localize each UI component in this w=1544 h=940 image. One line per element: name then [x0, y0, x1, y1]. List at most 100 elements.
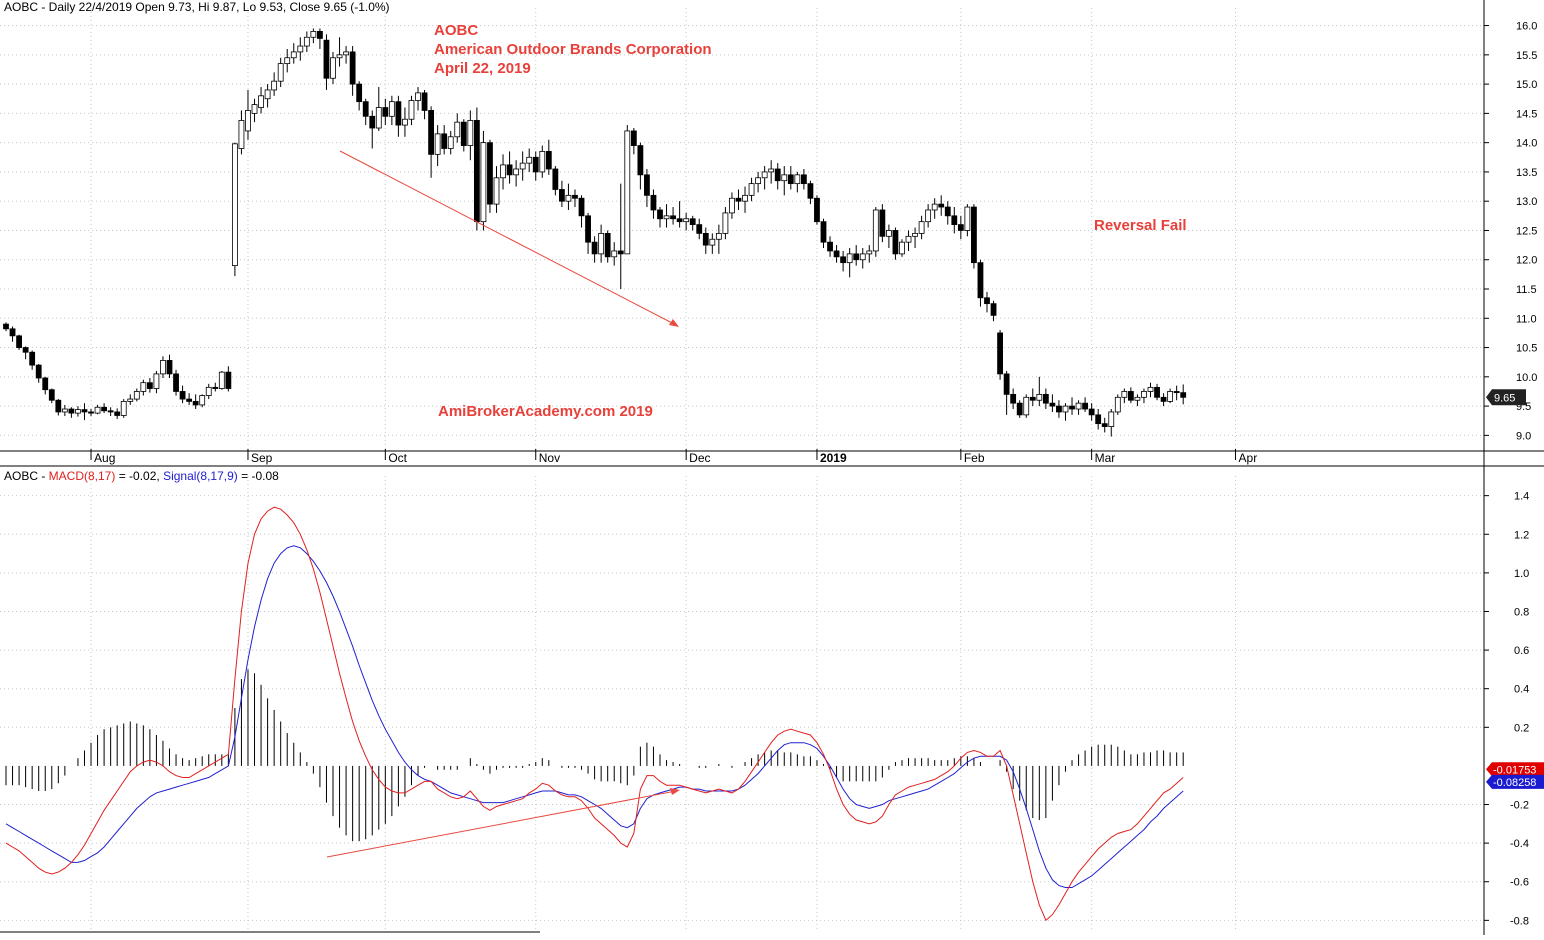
price-ytick-label: 15.0	[1516, 79, 1537, 91]
candle-body	[500, 164, 506, 179]
candle-body	[42, 377, 49, 391]
candle-body	[1141, 391, 1147, 398]
candle-body	[330, 57, 336, 79]
candle-body	[506, 164, 513, 176]
price-ytick-label: 9.0	[1516, 430, 1531, 442]
macd-ytick-label: -0.8	[1510, 915, 1529, 927]
macd-series-line	[5, 506, 1184, 922]
candle-body	[886, 230, 892, 237]
candle-body	[846, 253, 853, 264]
macd-ytick-label: 0.8	[1514, 606, 1529, 618]
candle-body	[369, 115, 376, 129]
candle-body	[1095, 414, 1102, 425]
candle-body	[101, 406, 107, 412]
macd-ytick-label: 1.2	[1514, 529, 1529, 541]
candle-body	[591, 241, 598, 255]
candle-body	[532, 156, 539, 173]
candle-body	[715, 232, 722, 240]
candle-body	[676, 218, 683, 223]
candle-body	[1114, 396, 1121, 413]
candle-body	[356, 83, 363, 103]
candle-body	[872, 209, 879, 252]
candle-body	[434, 133, 441, 155]
candle-body	[663, 215, 670, 220]
candle-body	[3, 323, 9, 330]
price-ytick-label: 15.5	[1516, 50, 1537, 62]
x-tick-label: Feb	[964, 451, 985, 465]
macd-trend-arrowhead	[670, 788, 680, 795]
candle-body	[513, 168, 520, 176]
macd-ytick-label: 0.6	[1514, 645, 1529, 657]
price-trend-arrow	[339, 150, 677, 326]
candle-body	[559, 189, 565, 202]
candle-body	[572, 194, 578, 199]
price-ytick-label: 14.5	[1516, 108, 1537, 120]
candle-body	[997, 332, 1003, 375]
candle-body	[173, 373, 179, 392]
candle-body	[245, 110, 251, 132]
signal-label: Signal(8,17,9)	[163, 469, 238, 483]
macd-last-label: -0.01753	[1493, 764, 1536, 776]
candle-body	[251, 104, 258, 114]
candle-body	[1069, 405, 1075, 410]
candle-body	[16, 335, 22, 348]
candle-body	[454, 121, 461, 138]
candle-body	[670, 215, 676, 220]
candle-body	[1062, 405, 1069, 413]
x-tick-label: Aug	[94, 451, 115, 465]
candle-body	[1154, 386, 1160, 398]
candle-body	[160, 360, 166, 375]
candle-body	[526, 156, 533, 164]
price-ytick-label: 16.0	[1516, 21, 1537, 33]
candle-body	[218, 371, 225, 389]
candle-body	[388, 101, 395, 117]
candle-body	[68, 408, 75, 414]
candle-body	[768, 168, 775, 173]
x-tick-label: Oct	[388, 451, 407, 465]
candle-body	[179, 391, 186, 400]
candle-body	[395, 101, 402, 126]
candle-body	[61, 408, 68, 413]
candle-body	[166, 360, 173, 375]
x-tick-label: Nov	[539, 451, 560, 465]
watermark: AmiBrokerAcademy.com 2019	[438, 403, 653, 420]
candle-body	[114, 411, 121, 416]
candle-body	[866, 250, 873, 255]
candle-body	[1167, 391, 1174, 402]
candle-body	[75, 409, 81, 414]
candle-body	[800, 174, 807, 185]
candle-body	[794, 174, 801, 185]
candle-body	[683, 218, 690, 223]
candle-body	[94, 406, 101, 414]
candle-body	[827, 241, 833, 252]
candle-body	[81, 409, 88, 413]
candle-body	[644, 174, 650, 196]
candle-body	[317, 31, 323, 39]
candle-body	[742, 194, 748, 202]
candle-body	[192, 401, 199, 406]
x-tick-label: Mar	[1095, 451, 1116, 465]
price-trend-arrowhead	[669, 319, 679, 327]
candle-body	[905, 235, 912, 243]
candle-body	[1160, 396, 1167, 402]
candle-body	[1049, 402, 1056, 407]
candle-body	[951, 215, 958, 226]
candle-body	[781, 174, 788, 182]
candle-body	[146, 382, 153, 389]
candle-body	[650, 194, 657, 211]
candle-body	[630, 130, 637, 146]
candle-body	[892, 230, 899, 255]
candle-body	[231, 143, 238, 266]
candle-body	[447, 136, 454, 149]
candle-body	[428, 110, 435, 155]
candle-body	[402, 118, 408, 126]
candle-body	[1121, 391, 1128, 398]
candle-body	[107, 410, 114, 413]
candle-body	[88, 411, 94, 414]
candle-body	[840, 256, 847, 264]
candle-body	[578, 197, 585, 217]
macd-ytick-label: -0.4	[1510, 838, 1529, 850]
candle-body	[702, 232, 709, 246]
x-tick-label: Apr	[1239, 451, 1258, 465]
